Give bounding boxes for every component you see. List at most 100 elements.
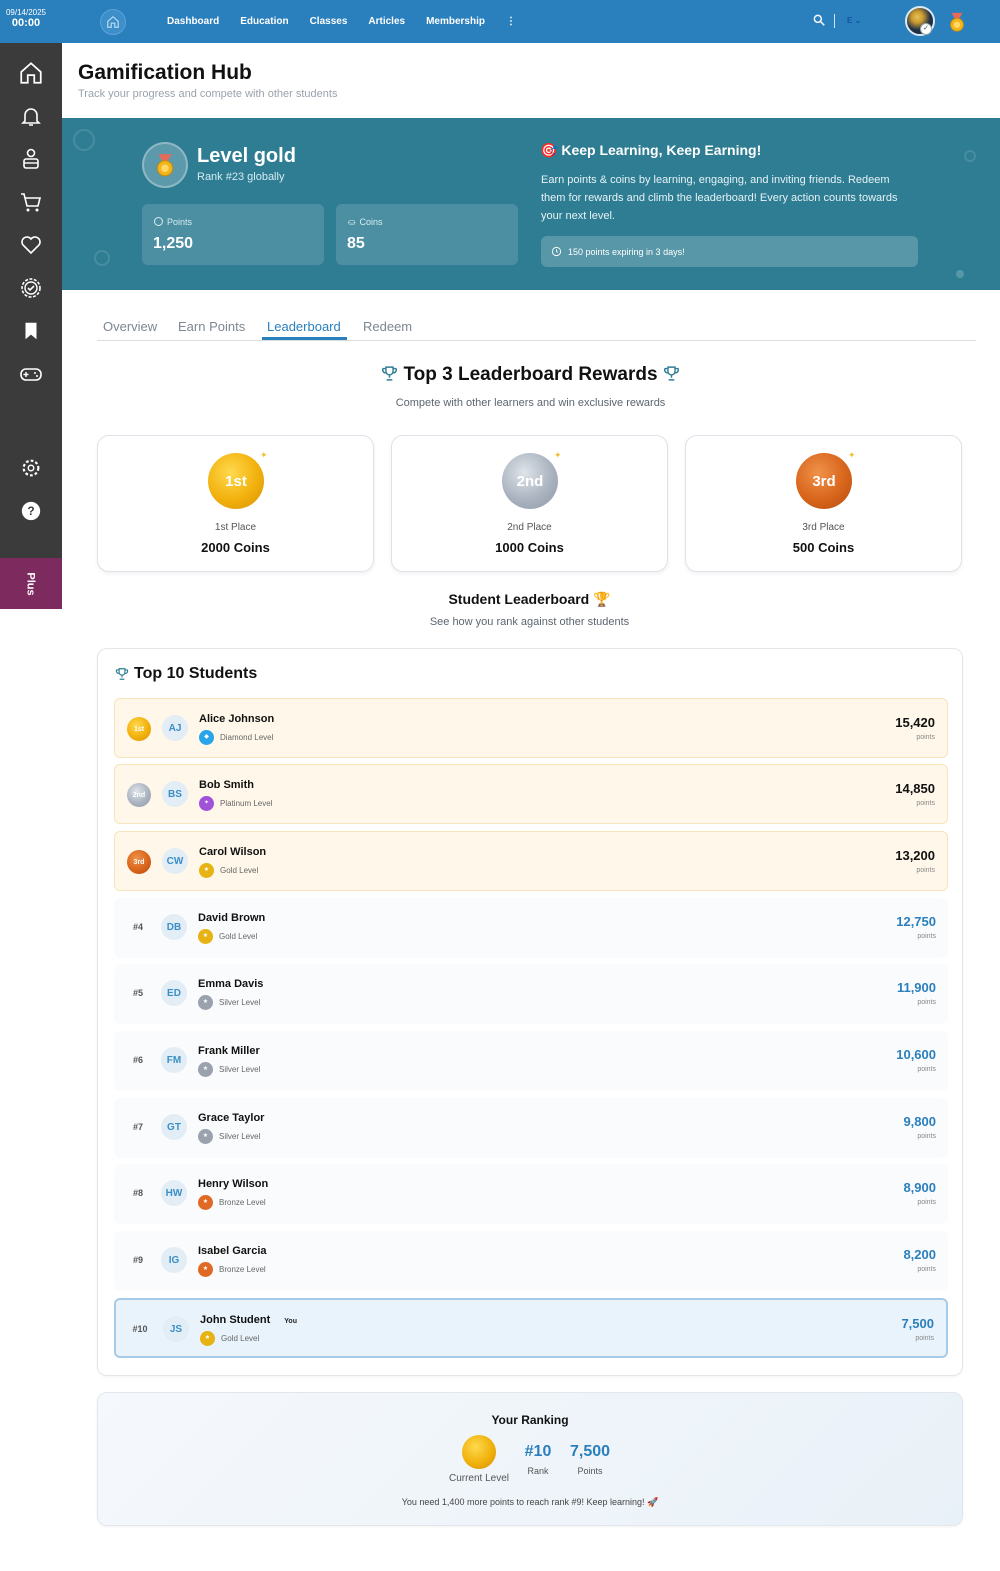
level-label: Gold Level	[220, 866, 259, 875]
points-label: points	[915, 1335, 934, 1342]
gold-icon: ★	[198, 929, 213, 944]
leaderboard-row[interactable]: #9 IG Isabel Garcia ★ Bronze Level 8,200 …	[114, 1231, 948, 1291]
points-value: 1,250	[153, 235, 194, 252]
level-label: Silver Level	[219, 1132, 261, 1141]
tab-earn-points[interactable]: Earn Points	[178, 319, 246, 334]
time-text: 00:00	[11, 17, 41, 29]
rank-number: #4	[132, 922, 143, 932]
leaderboard-row-current-user[interactable]: #10 JS John Student You ★ Gold Level 7,500…	[114, 1298, 948, 1358]
keep-learning-desc: Earn points & coins by learning, engagin…	[541, 174, 898, 222]
sidebar-notifications[interactable]	[18, 103, 44, 129]
silver-icon: ★	[198, 1062, 213, 1077]
sidebar-favorites[interactable]	[18, 232, 44, 258]
silver-icon: ★	[198, 1129, 213, 1144]
plus-button[interactable]: Plus	[0, 558, 62, 609]
sidebar-account[interactable]	[18, 146, 44, 172]
tab-leaderboard[interactable]: Leaderboard	[267, 319, 341, 334]
level-hero: Level gold Rank #23 globally Points 1,25…	[62, 118, 1000, 290]
more-icon[interactable]: ⋮	[505, 16, 516, 27]
tab-redeem[interactable]: Redeem	[363, 319, 413, 334]
rank-medal: 2nd	[127, 783, 151, 807]
leaderboard-row[interactable]: #8 HW Henry Wilson ★ Bronze Level 8,900 p…	[114, 1164, 948, 1224]
points-label: points	[917, 933, 936, 940]
student-name: Carol Wilson	[199, 846, 267, 858]
student-points: 9,800	[903, 1114, 936, 1129]
student-name: David Brown	[198, 912, 266, 924]
points-label: points	[917, 999, 936, 1006]
sidebar-home[interactable]	[18, 60, 44, 86]
points-label: points	[916, 867, 935, 874]
coins-label-wrap: ⛀ Coins	[348, 217, 383, 228]
gold-level-icon	[462, 1435, 496, 1469]
sidebar-cart[interactable]	[18, 189, 44, 215]
medal-icon[interactable]	[946, 11, 968, 33]
heart-icon	[21, 236, 41, 255]
clock-icon	[551, 246, 562, 257]
leaderboard-row[interactable]: 3rd CW Carol Wilson ★ Gold Level 13,200 p…	[114, 831, 948, 891]
top-students-board: Top 10 Students 1st AJ Alice Johnson ◆ Di…	[97, 648, 963, 1376]
rank-number: #7	[132, 1122, 143, 1132]
search-icon[interactable]	[812, 13, 826, 27]
leaderboard-row[interactable]: #5 ED Emma Davis ★ Silver Level 11,900 po…	[114, 964, 948, 1024]
sidebar-help[interactable]: ?	[18, 498, 44, 524]
gold-medal: 1st	[208, 453, 264, 509]
nav-dashboard[interactable]: Dashboard	[167, 16, 220, 27]
svg-text:?: ?	[27, 504, 34, 518]
coin-icon	[154, 217, 163, 226]
tab-overview[interactable]: Overview	[103, 319, 158, 334]
avatar: BS	[162, 781, 188, 807]
nav-articles[interactable]: Articles	[368, 16, 406, 27]
points-label: points	[917, 1266, 936, 1273]
sidebar-bookmarks[interactable]	[18, 318, 44, 344]
student-name: Bob Smith	[199, 779, 254, 791]
nav-classes[interactable]: Classes	[309, 16, 348, 27]
home-logo-button[interactable]	[100, 9, 126, 35]
user-lock-icon	[23, 148, 39, 169]
student-name: Isabel Garcia	[198, 1245, 267, 1257]
student-points: 14,850	[895, 781, 935, 796]
student-points: 12,750	[896, 914, 936, 929]
student-name: Emma Davis	[198, 978, 264, 990]
leaderboard-title: Student Leaderboard 🏆	[0, 591, 1000, 608]
student-name: Alice Johnson	[199, 713, 275, 725]
board-title: Top 10 Students	[134, 665, 258, 682]
leaderboard-row[interactable]: #4 DB David Brown ★ Gold Level 12,750 poi…	[114, 898, 948, 958]
main-nav: Dashboard Education Classes Articles Mem…	[167, 0, 537, 43]
gamepad-icon	[20, 368, 42, 381]
leaderboard-row[interactable]: #7 GT Grace Taylor ★ Silver Level 9,800 p…	[114, 1098, 948, 1158]
language-selector[interactable]: E ⌄	[847, 16, 861, 25]
sidebar-games[interactable]	[18, 361, 44, 387]
medal-icon	[156, 154, 174, 177]
rank-number: #6	[132, 1055, 143, 1065]
avatar: AJ	[162, 715, 188, 741]
nav-education[interactable]: Education	[240, 16, 289, 27]
leaderboard-row[interactable]: 1st AJ Alice Johnson ◆ Diamond Level 15,4…	[114, 698, 948, 758]
student-points: 10,600	[896, 1047, 936, 1062]
nav-membership[interactable]: Membership	[426, 16, 485, 27]
tab-bar: Overview Earn Points Leaderboard Redeem	[97, 314, 976, 341]
student-points: 8,900	[903, 1180, 936, 1195]
silver-icon: ★	[198, 995, 213, 1010]
leaderboard-row[interactable]: #6 FM Frank Miller ★ Silver Level 10,600 …	[114, 1031, 948, 1091]
rank-number: #10	[132, 1324, 148, 1334]
gear-icon	[22, 459, 40, 477]
trophy-icon	[115, 668, 129, 680]
avatar: GT	[161, 1114, 187, 1140]
sidebar-settings[interactable]	[18, 455, 44, 481]
points-label: Points	[577, 1466, 603, 1476]
reward-card-2nd: 2nd ✦ 2nd Place 1000 Coins	[391, 435, 668, 572]
sidebar-gamification[interactable]	[18, 275, 44, 301]
student-level: ★ Gold Level	[200, 1331, 259, 1346]
level-name: Level gold	[197, 145, 296, 167]
leaderboard-row[interactable]: 2nd BS Bob Smith ✦ Platinum Level 14,850 …	[114, 764, 948, 824]
chevron-down-icon: ⌄	[854, 16, 862, 25]
you-badge: You	[284, 1318, 297, 1325]
cart-icon	[21, 193, 42, 212]
decor-dot	[956, 270, 964, 278]
keep-learning-title: 🎯 Keep Learning, Keep Earning!	[540, 142, 761, 159]
help-icon: ?	[21, 501, 41, 521]
page-title: Gamification Hub	[78, 61, 252, 84]
platinum-icon: ✦	[199, 796, 214, 811]
date-time: 09/14/2025 00:00	[4, 7, 48, 29]
date-text: 09/14/2025	[5, 8, 47, 17]
